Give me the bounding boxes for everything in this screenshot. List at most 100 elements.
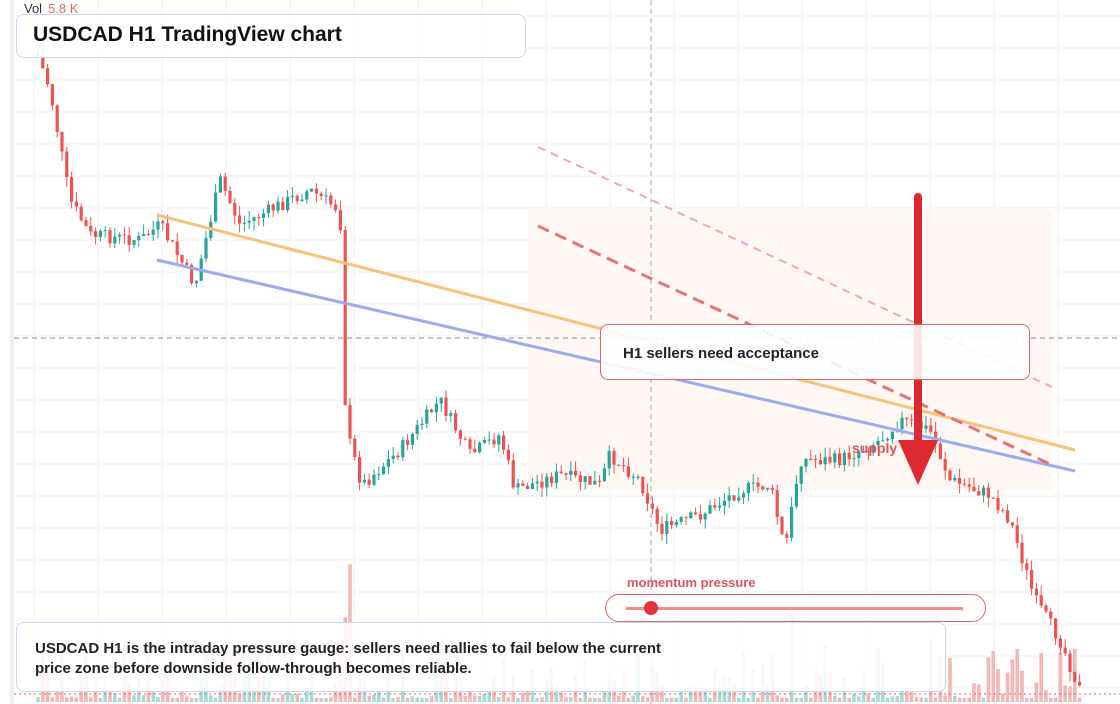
candle-body (737, 497, 741, 501)
candle-body (233, 202, 237, 216)
volume-bar (909, 688, 914, 702)
volume-bar (50, 697, 55, 702)
candle-body (986, 487, 990, 498)
candle-body (622, 465, 626, 467)
candle-body (1034, 588, 1038, 596)
volume-bar (794, 697, 799, 702)
candle-body (396, 455, 400, 458)
candle-body (98, 230, 102, 238)
volume-bar (957, 698, 962, 702)
candle-body (607, 450, 611, 469)
volume-bar (425, 698, 429, 702)
candle-body (348, 404, 352, 439)
candle-body (790, 506, 794, 538)
volume-bar (665, 697, 669, 702)
candle-body (137, 235, 141, 241)
candle-body (305, 191, 309, 200)
candle-body (425, 409, 429, 424)
volume-bar (981, 697, 986, 702)
candle-body (578, 475, 582, 482)
candle-body (343, 230, 347, 405)
volume-bar (977, 684, 981, 702)
candle-body (151, 229, 155, 235)
candle-body (386, 458, 390, 467)
volume-bar (948, 657, 952, 702)
volume-bar (1015, 648, 1019, 702)
candle-body (905, 417, 909, 420)
candle-body (617, 464, 621, 466)
candle-body (70, 177, 74, 202)
candle-body (684, 517, 688, 519)
candle-body (146, 234, 150, 236)
volume-bar (497, 696, 501, 702)
volume-bar (540, 697, 544, 702)
candle-body (636, 476, 640, 478)
candle-body (1006, 510, 1010, 523)
volume-bar (626, 697, 631, 702)
candle-body (367, 479, 371, 485)
candle-body (334, 204, 338, 211)
candle-body (218, 176, 222, 193)
title: USDCAD H1 TradingView chart (33, 23, 342, 46)
candle-body (646, 493, 650, 504)
candle-body (694, 512, 698, 515)
candle-body (775, 490, 779, 517)
candle-body (881, 440, 885, 442)
candle-body (454, 413, 458, 431)
candle-body (1058, 638, 1062, 648)
candle-body (372, 474, 376, 485)
candle-body (281, 201, 285, 211)
candle-body (420, 423, 424, 425)
volume-bar (765, 683, 770, 702)
candle-body (842, 452, 846, 466)
candle-body (521, 483, 525, 486)
candle-body (271, 204, 275, 211)
volume-bar (391, 697, 395, 702)
candle-body (924, 425, 928, 429)
candle-body (550, 476, 554, 483)
candle-body (410, 433, 414, 445)
volume-bar (477, 695, 482, 702)
volume-bar (1039, 653, 1043, 702)
volume-bar (209, 695, 213, 702)
volume-bar (746, 697, 751, 702)
candle-body (108, 230, 112, 244)
candle-body (401, 440, 405, 458)
volume-bar (189, 698, 194, 702)
volume-bar (554, 685, 559, 702)
candle-body (1068, 653, 1072, 672)
candle-body (1073, 671, 1077, 682)
candle-body (122, 234, 126, 236)
volume-bar (1044, 690, 1048, 702)
volume-bar (127, 682, 131, 702)
candle-body (574, 470, 578, 476)
candle-body (886, 439, 890, 441)
candle-body (569, 470, 573, 475)
volume-bar (972, 683, 976, 702)
candle-body (290, 196, 294, 198)
candle-body (286, 196, 290, 211)
volume-bar (516, 697, 520, 702)
candle-body (593, 480, 597, 485)
channel-line (537, 146, 1053, 388)
candle-body (362, 479, 366, 483)
volume-bar (194, 697, 199, 702)
candle-body (1020, 542, 1024, 564)
candle-body (679, 517, 683, 522)
volume-bar (372, 694, 376, 702)
volume-bar (1058, 653, 1063, 702)
volume-bar (290, 694, 295, 702)
arrow-head (898, 440, 938, 485)
candle-body (228, 190, 232, 203)
volume-bar (871, 697, 875, 702)
candle-body (50, 84, 54, 106)
candle-body (1015, 525, 1019, 543)
volume-bar (89, 697, 93, 702)
volume-bar (1034, 682, 1039, 702)
volume-bar (679, 691, 683, 702)
volume-bar (756, 697, 760, 702)
volume-bar (602, 690, 607, 702)
volume-bar (780, 697, 784, 702)
volume-bar (847, 697, 851, 702)
note: H1 sellers need acceptance (623, 345, 819, 362)
